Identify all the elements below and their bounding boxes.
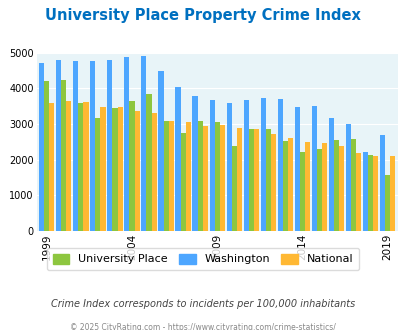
Bar (219, 125, 224, 231)
Bar (197, 121, 202, 231)
Bar (231, 146, 236, 231)
Bar (379, 136, 384, 231)
Bar (350, 139, 355, 231)
Bar (345, 124, 350, 231)
Bar (39, 63, 44, 231)
Bar (73, 61, 78, 231)
Bar (163, 120, 168, 231)
Bar (124, 57, 129, 231)
Bar (294, 107, 299, 231)
Bar (180, 133, 185, 231)
Bar (389, 156, 394, 231)
Bar (355, 152, 360, 231)
Bar (316, 149, 321, 231)
Bar (78, 103, 83, 231)
Bar (83, 102, 88, 231)
Bar (248, 129, 253, 231)
Legend: University Place, Washington, National: University Place, Washington, National (47, 248, 358, 270)
Bar (90, 61, 95, 231)
Bar (192, 96, 197, 231)
Bar (146, 94, 151, 231)
Bar (61, 80, 66, 231)
Bar (95, 118, 100, 231)
Bar (66, 101, 71, 231)
Bar (287, 138, 292, 231)
Bar (304, 142, 309, 231)
Bar (112, 108, 117, 231)
Bar (338, 146, 343, 231)
Bar (282, 141, 287, 231)
Bar (151, 113, 156, 231)
Bar (384, 175, 389, 231)
Bar (168, 121, 173, 231)
Bar (333, 140, 338, 231)
Bar (56, 60, 61, 231)
Bar (129, 101, 134, 231)
Bar (117, 107, 122, 231)
Bar (362, 151, 367, 231)
Bar (321, 143, 326, 231)
Bar (49, 103, 54, 231)
Bar (209, 100, 214, 231)
Text: Crime Index corresponds to incidents per 100,000 inhabitants: Crime Index corresponds to incidents per… (51, 299, 354, 309)
Bar (260, 98, 265, 231)
Bar (311, 106, 316, 231)
Bar (134, 111, 139, 231)
Bar (202, 126, 207, 231)
Bar (243, 100, 248, 231)
Text: © 2025 CityRating.com - https://www.cityrating.com/crime-statistics/: © 2025 CityRating.com - https://www.city… (70, 323, 335, 330)
Bar (372, 156, 377, 231)
Bar (253, 129, 258, 231)
Text: University Place Property Crime Index: University Place Property Crime Index (45, 8, 360, 23)
Bar (158, 71, 163, 231)
Bar (328, 118, 333, 231)
Bar (100, 107, 105, 231)
Bar (236, 128, 241, 231)
Bar (367, 155, 372, 231)
Bar (175, 87, 180, 231)
Bar (277, 99, 282, 231)
Bar (270, 134, 275, 231)
Bar (141, 56, 146, 231)
Bar (185, 121, 190, 231)
Bar (226, 103, 231, 231)
Bar (265, 129, 270, 231)
Bar (214, 121, 219, 231)
Bar (107, 60, 112, 231)
Bar (299, 151, 304, 231)
Bar (44, 81, 49, 231)
